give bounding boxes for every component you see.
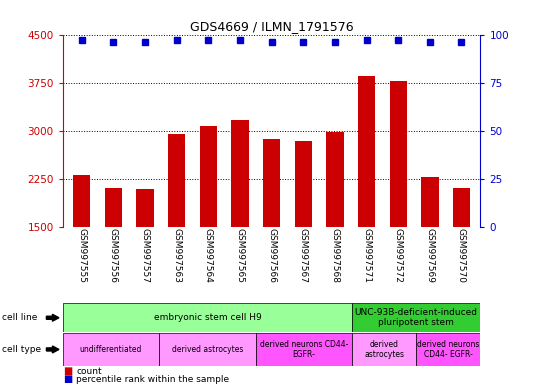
Bar (232, 120, 248, 227)
Bar (295, 141, 312, 227)
Bar (453, 188, 470, 227)
Text: derived neurons CD44-
EGFR-: derived neurons CD44- EGFR- (259, 340, 348, 359)
Text: derived neurons
CD44- EGFR-: derived neurons CD44- EGFR- (417, 340, 479, 359)
Bar (136, 189, 154, 227)
Bar (421, 177, 438, 227)
Text: GSM997567: GSM997567 (299, 228, 308, 283)
Bar (416, 333, 480, 366)
Text: cell type: cell type (2, 345, 41, 354)
Text: GSM997557: GSM997557 (140, 228, 150, 283)
Bar (352, 333, 416, 366)
Text: derived
astrocytes: derived astrocytes (364, 340, 404, 359)
Bar (105, 188, 122, 227)
Text: GSM997564: GSM997564 (204, 228, 213, 283)
Title: GDS4669 / ILMN_1791576: GDS4669 / ILMN_1791576 (190, 20, 353, 33)
Bar (263, 139, 280, 227)
Text: embryonic stem cell H9: embryonic stem cell H9 (153, 313, 261, 322)
Bar (200, 126, 217, 227)
Text: ■: ■ (63, 374, 72, 384)
Text: GSM997568: GSM997568 (330, 228, 340, 283)
Text: ■: ■ (63, 366, 72, 376)
Bar (159, 333, 256, 366)
Bar (326, 132, 343, 227)
Text: GSM997569: GSM997569 (425, 228, 435, 283)
Bar (389, 81, 407, 227)
Bar (358, 76, 375, 227)
Text: GSM997565: GSM997565 (235, 228, 245, 283)
Text: GSM997563: GSM997563 (172, 228, 181, 283)
Text: GSM997572: GSM997572 (394, 228, 403, 283)
Text: GSM997570: GSM997570 (457, 228, 466, 283)
Bar (63, 303, 352, 332)
Bar (256, 333, 352, 366)
Text: undifferentiated: undifferentiated (80, 345, 142, 354)
Text: cell line: cell line (2, 313, 37, 322)
Text: percentile rank within the sample: percentile rank within the sample (76, 374, 229, 384)
Text: GSM997555: GSM997555 (78, 228, 86, 283)
Text: count: count (76, 367, 102, 376)
Bar (73, 175, 91, 227)
Text: UNC-93B-deficient-induced
pluripotent stem: UNC-93B-deficient-induced pluripotent st… (355, 308, 478, 328)
Bar (352, 303, 480, 332)
Text: GSM997556: GSM997556 (109, 228, 118, 283)
Text: GSM997571: GSM997571 (362, 228, 371, 283)
Text: GSM997566: GSM997566 (267, 228, 276, 283)
Text: derived astrocytes: derived astrocytes (171, 345, 243, 354)
Bar (168, 134, 186, 227)
Bar (63, 333, 159, 366)
